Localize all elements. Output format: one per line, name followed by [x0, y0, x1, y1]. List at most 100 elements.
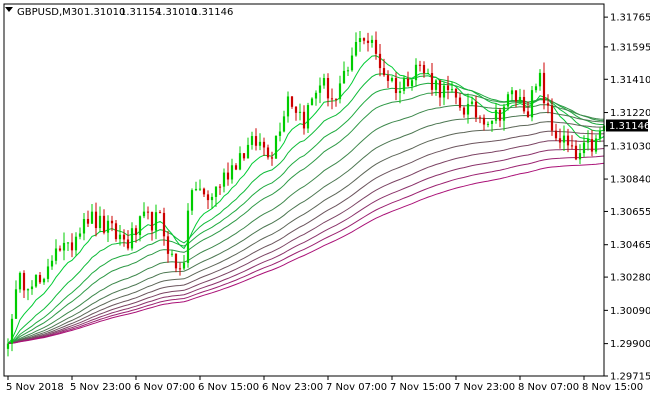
candle-body	[358, 38, 362, 42]
x-tick-label: 5 Nov 23:00	[70, 382, 131, 393]
candle-body	[250, 136, 254, 145]
x-tick-label: 8 Nov 07:00	[518, 382, 579, 393]
candle	[422, 61, 426, 78]
candle-body	[558, 138, 562, 143]
candle-body	[218, 186, 222, 188]
candle-body	[594, 138, 598, 152]
candle	[294, 105, 298, 121]
candle	[506, 91, 510, 111]
candle	[214, 186, 218, 207]
candle	[74, 232, 78, 256]
candle-body	[466, 103, 470, 115]
candle	[62, 232, 66, 261]
open-value: 1.31010	[84, 7, 125, 18]
x-tick-label: 7 Nov 23:00	[454, 382, 515, 393]
candle-body	[486, 123, 490, 125]
low-value: 1.31010	[156, 7, 197, 18]
candle	[374, 31, 378, 60]
candle	[194, 181, 198, 192]
candle	[206, 190, 210, 209]
candle	[282, 110, 286, 133]
price-tag-background	[606, 119, 648, 132]
candle-body	[110, 220, 114, 224]
candle-body	[442, 85, 446, 98]
candle-body	[502, 106, 506, 121]
candle	[310, 97, 314, 106]
candle-body	[82, 218, 86, 234]
candle	[410, 78, 414, 91]
y-tick-label: 1.30090	[610, 306, 650, 317]
ma-line-30	[7, 82, 604, 345]
candle	[142, 202, 146, 219]
x-tick-label: 6 Nov 07:00	[134, 382, 195, 393]
candle-body	[374, 39, 378, 54]
candle-body	[198, 188, 202, 190]
candle	[582, 135, 586, 158]
candle	[26, 288, 30, 301]
candle-body	[450, 89, 454, 91]
triangle-down-icon[interactable]	[5, 7, 13, 12]
candle-body	[342, 70, 346, 84]
candle	[238, 146, 242, 171]
y-tick-label: 1.31030	[610, 141, 650, 152]
candle	[566, 128, 570, 153]
candle-body	[18, 272, 22, 290]
y-tick-label: 1.30465	[610, 240, 650, 251]
candle	[262, 137, 266, 157]
x-tick-label: 7 Nov 07:00	[326, 382, 387, 393]
ma-line-115	[7, 140, 605, 345]
candle	[590, 130, 594, 157]
candle-body	[282, 116, 286, 132]
candle	[314, 90, 318, 106]
candle-body	[398, 90, 402, 94]
x-tick-label: 6 Nov 23:00	[262, 382, 323, 393]
candle	[562, 125, 566, 151]
candle	[394, 72, 398, 101]
candle-body	[470, 101, 474, 104]
ma-line-100	[7, 130, 605, 345]
ma-line-85	[7, 121, 604, 345]
x-tick-label: 7 Nov 15:00	[390, 382, 451, 393]
candle-body	[182, 262, 186, 269]
candle-body	[70, 242, 74, 251]
candle-body	[214, 186, 218, 197]
candle	[578, 144, 582, 165]
candle	[110, 215, 114, 232]
candle-body	[354, 41, 358, 56]
candle-body	[10, 318, 14, 344]
candle	[302, 105, 306, 135]
candle-body	[270, 157, 274, 159]
candle-body	[578, 153, 582, 160]
candle	[274, 135, 278, 160]
candle	[530, 85, 534, 122]
candle-body	[22, 272, 26, 291]
candle-body	[402, 78, 406, 91]
candle-body	[574, 145, 578, 160]
candle	[334, 98, 338, 107]
candle-body	[238, 153, 242, 170]
candle-body	[194, 188, 198, 191]
candle	[330, 88, 334, 110]
candle-body	[382, 68, 386, 76]
candle	[438, 79, 442, 107]
x-tick-label: 6 Nov 15:00	[198, 382, 259, 393]
candle	[526, 101, 530, 118]
candle	[146, 206, 150, 220]
candle-body	[302, 111, 306, 129]
candle-body	[390, 78, 394, 81]
candle-body	[582, 142, 586, 154]
candle	[158, 210, 162, 214]
candle	[98, 206, 102, 233]
candle	[94, 202, 98, 237]
candle	[114, 220, 118, 242]
candle	[210, 193, 214, 210]
close-value: 1.31146	[192, 7, 233, 18]
y-tick-label: 1.30840	[610, 175, 650, 186]
ma-line-145	[7, 155, 605, 345]
candle	[522, 89, 526, 114]
candle-body	[66, 242, 70, 244]
candle	[182, 255, 186, 271]
candle-body	[278, 131, 282, 136]
candle	[362, 37, 366, 45]
